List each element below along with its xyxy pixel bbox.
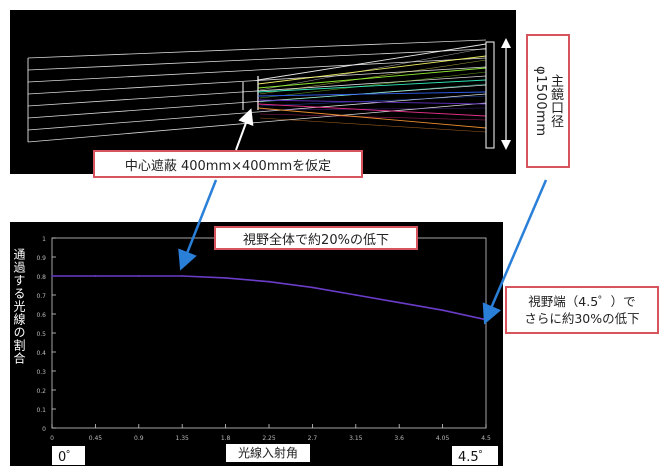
incoming-ray: [27, 102, 487, 143]
drop-all-label: 視野全体で約20%の低下: [243, 232, 389, 248]
x-tick-label: 4.05: [436, 435, 450, 442]
y-tick-label: 0.6: [36, 312, 46, 319]
edge-drop-label-box: 視野端（4.5゜）で さらに約30%の低下: [505, 286, 659, 334]
data-point: [354, 294, 357, 296]
x-tick-label: 1.35: [176, 435, 190, 442]
x-tick-label: 1.8: [221, 435, 231, 442]
reflected-ray: [257, 107, 487, 129]
ray-trace-diagram: [27, 38, 511, 150]
transmission-plot-panel: 0 0.1 0.2 0.3 0.4 0.5 0.6 0.7 0.8 0.9 1 0 0.45 0.9 1.3…: [10, 222, 503, 466]
drop-all-label-box: 視野全体で約20%の低下: [214, 226, 418, 250]
incoming-ray: [27, 84, 487, 119]
x-max-label: 4.5゜: [452, 446, 498, 465]
aperture-arrow-head-bottom: [501, 140, 511, 150]
reflected-ray: [257, 103, 487, 117]
y-axis-label: 通過する光線の割合: [12, 248, 26, 365]
x-tick-label: 2.25: [262, 435, 276, 442]
reflected-ray: [259, 117, 487, 133]
data-point: [485, 318, 487, 321]
aperture-label-line2: φ1500mm: [533, 65, 548, 137]
data-point: [398, 301, 401, 304]
reflected-ray: [259, 95, 487, 107]
x-axis-label: 光線入射角: [226, 444, 310, 462]
reflected-ray: [259, 71, 487, 99]
y-tick-label: 0.3: [36, 369, 46, 376]
data-point: [224, 277, 227, 279]
reflected-ray: [259, 47, 487, 91]
x-tick-label: 3.6: [394, 435, 404, 442]
y-tick-label: 0: [42, 426, 46, 433]
reflected-ray: [257, 43, 487, 81]
data-point: [137, 275, 140, 277]
reflected-ray: [259, 83, 487, 103]
reflected-ray: [257, 79, 487, 93]
incoming-ray: [27, 48, 487, 71]
x-tick-label: 0.45: [89, 435, 103, 442]
y-tick-label: 0.2: [36, 388, 46, 395]
data-point: [268, 280, 270, 283]
y-tick-label: 0.7: [36, 293, 46, 300]
reflected-ray: [257, 55, 487, 85]
plot-frame: [51, 237, 487, 429]
reflected-ray: [259, 59, 487, 95]
y-tick-label: 0.9: [36, 255, 46, 262]
x-tick-label: 3.15: [349, 435, 363, 442]
incoming-ray: [27, 57, 487, 83]
x-tick-label: 4.5: [481, 435, 491, 442]
y-tick-label: 0.5: [36, 331, 46, 338]
obstruction-label-box: 中心遮蔽 400mm×400mmを仮定: [93, 150, 363, 178]
data-point: [181, 275, 184, 277]
reflected-ray: [259, 107, 487, 111]
ray-trace-panel: [10, 10, 516, 174]
reflected-ray: [259, 113, 487, 121]
reflected-ray: [257, 99, 487, 105]
x-tick-label: 0.9: [134, 435, 144, 442]
reflected-ray: [257, 91, 487, 97]
transmission-plot: 0 0.1 0.2 0.3 0.4 0.5 0.6 0.7 0.8 0.9 1 0 0.45 0.9 1.3…: [36, 236, 491, 442]
reflected-ray: [257, 67, 487, 89]
incoming-ray: [27, 39, 487, 59]
data-point: [94, 275, 97, 277]
edge-drop-line2: さらに約30%の低下: [524, 311, 640, 326]
incoming-ray: [27, 93, 487, 131]
x-tick-label: 2.7: [308, 435, 318, 442]
y-tick-label: 1: [42, 236, 46, 243]
aperture-label-box: 主鏡口径 φ1500mm: [526, 34, 570, 168]
y-tick-label: 0.4: [36, 350, 46, 357]
x-tick-label: 0: [50, 435, 54, 442]
y-tick-label: 0.8: [36, 274, 46, 281]
aperture-arrow-head-top: [501, 38, 511, 48]
edge-drop-line1: 視野端（4.5゜）で: [528, 294, 636, 309]
data-point: [441, 309, 444, 312]
y-tick-label: 0.1: [36, 407, 46, 414]
aperture-label-line1: 主鏡口径: [548, 74, 563, 128]
data-point: [51, 275, 53, 277]
primary-mirror: [485, 41, 495, 149]
obstruction-label: 中心遮蔽 400mm×400mmを仮定: [124, 158, 332, 174]
data-point: [311, 286, 314, 289]
x-min-label: 0゜: [52, 446, 86, 465]
